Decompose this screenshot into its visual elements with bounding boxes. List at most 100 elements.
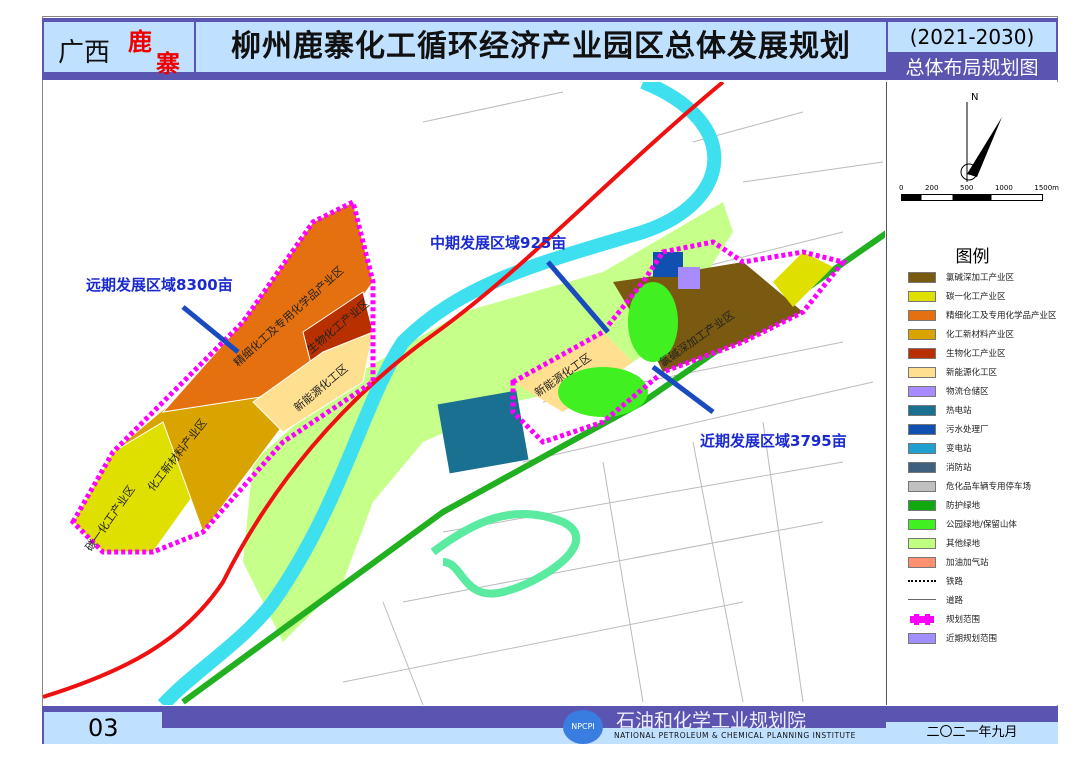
legend-swatch [908, 442, 936, 454]
publish-date: 二〇二一年九月 [886, 722, 1058, 744]
legend-swatch [908, 309, 936, 321]
map-canvas[interactable]: 精细化工及专用化学品产业区 生物化工产业区 新能源化工区 化工新材料产业区 碳一… [42, 75, 890, 710]
legend-item: 热电站 [908, 403, 972, 417]
legend-label: 氯碱深加工产业区 [946, 273, 1015, 283]
legend-swatch [908, 556, 936, 568]
legend-label: 近期规划范围 [946, 634, 998, 644]
legend-item: 污水处理厂 [908, 422, 989, 436]
legend-item: 道路 [908, 593, 963, 607]
legend-item: 加油加气站 [908, 555, 989, 569]
scale-label: 1500m [1034, 184, 1059, 192]
river [157, 75, 722, 710]
park-green [628, 282, 678, 362]
legend-item: 化工新材料产业区 [908, 327, 1014, 341]
legend-swatch [908, 461, 936, 473]
near-term-zone-new-energy [513, 332, 633, 412]
legend-label: 化工新材料产业区 [946, 330, 1015, 340]
legend-label: 新能源化工区 [946, 368, 998, 378]
legend-swatch [908, 347, 936, 359]
expressway-red [42, 80, 725, 699]
legend-item: 生物化工产业区 [908, 346, 1006, 360]
page-number: 03 [44, 712, 162, 744]
legend-label: 规划范围 [946, 615, 981, 625]
east-zone-c1 [773, 252, 833, 307]
scale-bar [901, 194, 1043, 201]
legend-item: 防护绿地 [908, 498, 980, 512]
legend-swatch [908, 537, 936, 549]
legend-label: 热电站 [946, 406, 972, 416]
legend-swatch [908, 328, 936, 340]
footer-light-band [162, 728, 886, 744]
header-region-box [44, 22, 194, 72]
legend-item: 规划范围 [908, 612, 980, 626]
mid-term-annotation: 中期发展区域925亩 [430, 234, 567, 252]
road-network [342, 91, 884, 706]
legend-swatch [908, 518, 936, 530]
legend-label: 消防站 [946, 463, 972, 473]
logistics-site [678, 267, 700, 289]
legend-label: 危化品车辆专用停车场 [946, 482, 1032, 492]
north-label: N [971, 92, 979, 103]
legend-swatch [908, 385, 936, 397]
legend-item: 碳一化工产业区 [908, 289, 1006, 303]
winding-river [430, 510, 581, 598]
legend-label: 生物化工产业区 [946, 349, 1006, 359]
plan-years: (2021-2030) [888, 22, 1056, 52]
page-title: 柳州鹿寨化工循环经济产业园区总体发展规划 [196, 22, 886, 72]
legend-swatch [908, 613, 936, 625]
county-char-1: 鹿 [128, 28, 152, 56]
far-term-annotation: 远期发展区域8300亩 [86, 276, 233, 294]
legend-item: 新能源化工区 [908, 365, 997, 379]
map-subtitle: 总体布局规划图 [905, 57, 1039, 79]
map-svg: 精细化工及专用化学品产业区 生物化工产业区 新能源化工区 化工新材料产业区 碳一… [42, 75, 890, 710]
legend-swatch [908, 480, 936, 492]
legend-swatch [908, 579, 936, 583]
legend-label: 污水处理厂 [946, 425, 989, 435]
legend-swatch [908, 366, 936, 378]
legend-item: 危化品车辆专用停车场 [908, 479, 1031, 493]
far-term-zone-new-energy [252, 331, 374, 433]
legend-label: 加油加气站 [946, 558, 989, 568]
org-name: 石油和化学工业规划院 [616, 710, 807, 732]
legend-title: 图例 [955, 247, 990, 267]
legend-label: 碳一化工产业区 [946, 292, 1006, 302]
legend-swatch [908, 423, 936, 435]
legend-item: 其他绿地 [908, 536, 980, 550]
scale-label: 200 [925, 184, 939, 192]
legend-item: 铁路 [908, 574, 963, 588]
legend-swatch [908, 598, 936, 602]
scale-label: 0 [899, 184, 904, 192]
legend-label: 道路 [946, 596, 964, 606]
county-char-2: 寨 [156, 50, 180, 78]
legend-swatch [908, 271, 936, 283]
legend-item: 精细化工及专用化学品产业区 [908, 308, 1057, 322]
legend-swatch [908, 290, 936, 302]
arrow-near [651, 365, 715, 414]
npcpi-logo: NPCPI [563, 710, 603, 744]
mid-near-boundary [510, 239, 848, 445]
arrow-mid [546, 260, 610, 334]
near-term-annotation: 近期发展区域3795亩 [700, 432, 847, 450]
region-label: 广西 [58, 38, 111, 68]
legend-item: 消防站 [908, 460, 972, 474]
legend-item: 氯碱深加工产业区 [908, 270, 1014, 284]
legend-swatch [908, 404, 936, 416]
legend-label: 物流仓储区 [946, 387, 989, 397]
scale-label: 1000 [994, 184, 1013, 192]
thermal-plant-site [437, 390, 529, 474]
legend-item: 近期规划范围 [908, 631, 997, 645]
legend-item: 物流仓储区 [908, 384, 989, 398]
legend-item: 变电站 [908, 441, 972, 455]
legend-label: 其他绿地 [946, 539, 981, 549]
legend-label: 公园绿地/保留山体 [946, 520, 1017, 530]
legend-label: 精细化工及专用化学品产业区 [946, 311, 1057, 321]
legend-swatch [908, 499, 936, 511]
legend-swatch [908, 632, 936, 644]
legend-label: 防护绿地 [946, 501, 981, 511]
legend-label: 变电站 [946, 444, 972, 454]
legend-label: 铁路 [946, 577, 964, 587]
arrow-far [181, 305, 240, 354]
far-term-boundary [69, 198, 376, 555]
other-green-area [243, 202, 733, 642]
scale-label: 500 [960, 184, 974, 192]
